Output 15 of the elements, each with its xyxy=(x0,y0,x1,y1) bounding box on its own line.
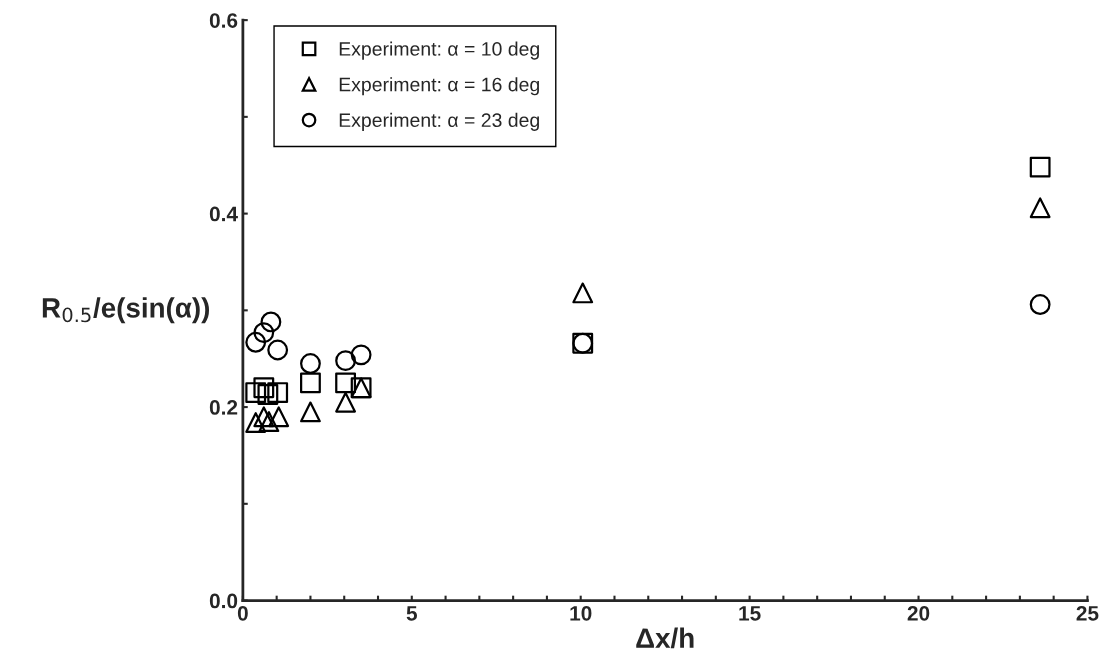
legend-label: Experiment: α = 23 deg xyxy=(339,112,539,131)
legend-label: Experiment: α = 10 deg xyxy=(339,41,539,60)
x-tick-label: 25 xyxy=(1076,605,1099,621)
x-tick-label: 10 xyxy=(570,605,592,621)
y-tick-label: 0.4 xyxy=(209,206,238,222)
x-tick-label: 15 xyxy=(739,606,761,621)
y-tick-label: 0.2 xyxy=(209,400,238,415)
legend-label: Experiment: α = 16 deg xyxy=(339,77,539,96)
x-tick-label: 5 xyxy=(406,606,418,621)
x-axis-title: Δx/h xyxy=(636,627,694,649)
y-axis-title: R$_{0.5}$/e(sin(α)) xyxy=(42,297,210,324)
y-tick-label: 0.6 xyxy=(209,13,238,28)
y-tick-label: 0.0 xyxy=(209,593,238,609)
x-tick-label: 0 xyxy=(237,605,248,621)
x-tick-label: 20 xyxy=(907,605,930,621)
